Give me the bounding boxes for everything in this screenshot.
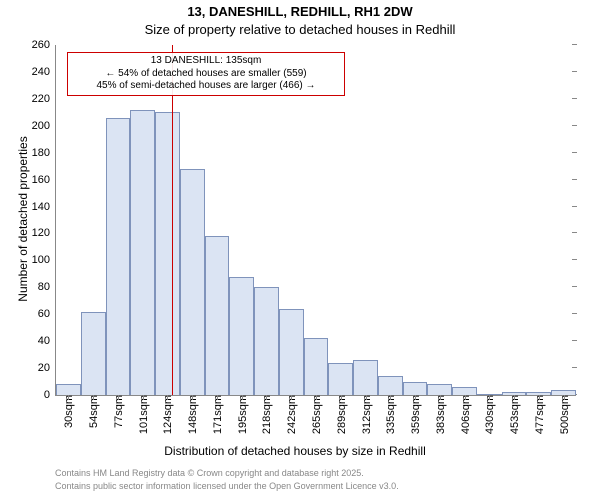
x-tick-label: 359sqm	[408, 395, 422, 434]
histogram-bar	[403, 382, 428, 395]
y-tick-label: 100	[32, 254, 56, 266]
histogram-bar	[353, 360, 378, 395]
y-tick-mark	[572, 313, 577, 314]
x-tick-mark	[118, 395, 119, 400]
x-tick-label: 335sqm	[383, 395, 397, 434]
y-tick-mark	[572, 179, 577, 180]
x-tick-mark	[465, 395, 466, 400]
y-tick-label: 40	[38, 335, 56, 347]
y-tick-label: 220	[32, 93, 56, 105]
histogram-bar	[328, 363, 353, 395]
x-tick-label: 383sqm	[433, 395, 447, 434]
x-tick-label: 242sqm	[284, 395, 298, 434]
histogram-bar	[130, 110, 155, 395]
histogram-bar	[81, 312, 106, 395]
y-tick-mark	[572, 44, 577, 45]
x-tick-mark	[217, 395, 218, 400]
histogram-bar	[180, 169, 205, 395]
x-tick-label: 453sqm	[507, 395, 521, 434]
y-tick-label: 200	[32, 120, 56, 132]
x-tick-mark	[192, 395, 193, 400]
histogram-bar	[279, 309, 304, 395]
x-tick-mark	[440, 395, 441, 400]
footer-line-1: Contains HM Land Registry data © Crown c…	[55, 468, 364, 478]
chart-title-2: Size of property relative to detached ho…	[0, 22, 600, 37]
y-tick-label: 20	[38, 362, 56, 374]
footer-line-2: Contains public sector information licen…	[55, 481, 399, 491]
y-tick-label: 120	[32, 227, 56, 239]
y-axis-label: Number of detached properties	[16, 119, 30, 319]
x-tick-label: 265sqm	[309, 395, 323, 434]
y-tick-mark	[572, 340, 577, 341]
plot-area: 02040608010012014016018020022024026030sq…	[55, 45, 576, 396]
x-tick-label: 406sqm	[458, 395, 472, 434]
histogram-bar	[56, 384, 81, 395]
y-tick-mark	[572, 232, 577, 233]
histogram-bar	[427, 384, 452, 395]
x-tick-mark	[266, 395, 267, 400]
y-tick-label: 180	[32, 147, 56, 159]
y-tick-mark	[572, 206, 577, 207]
histogram-bar	[378, 376, 403, 395]
marker-line	[172, 45, 173, 395]
x-tick-mark	[341, 395, 342, 400]
x-tick-mark	[390, 395, 391, 400]
x-tick-label: 171sqm	[210, 395, 224, 434]
annotation-line: 45% of semi-detached houses are larger (…	[72, 80, 340, 93]
x-tick-label: 312sqm	[359, 395, 373, 434]
x-tick-label: 218sqm	[259, 395, 273, 434]
annotation-line: ← 54% of detached houses are smaller (55…	[72, 68, 340, 81]
annotation-line: 13 DANESHILL: 135sqm	[72, 55, 340, 68]
y-tick-label: 240	[32, 66, 56, 78]
y-tick-label: 80	[38, 281, 56, 293]
x-tick-mark	[143, 395, 144, 400]
x-tick-mark	[539, 395, 540, 400]
x-tick-mark	[291, 395, 292, 400]
y-tick-mark	[572, 286, 577, 287]
x-tick-label: 430sqm	[482, 395, 496, 434]
histogram-bar	[229, 277, 254, 395]
x-axis-label: Distribution of detached houses by size …	[25, 444, 565, 458]
histogram-bar	[304, 338, 329, 395]
y-tick-mark	[572, 98, 577, 99]
x-tick-mark	[415, 395, 416, 400]
x-tick-mark	[316, 395, 317, 400]
x-tick-mark	[167, 395, 168, 400]
x-tick-mark	[93, 395, 94, 400]
y-tick-mark	[572, 152, 577, 153]
histogram-bar	[155, 112, 180, 395]
y-tick-label: 260	[32, 39, 56, 51]
x-tick-label: 195sqm	[235, 395, 249, 434]
y-tick-mark	[572, 125, 577, 126]
histogram-bar	[106, 118, 131, 395]
x-tick-mark	[68, 395, 69, 400]
x-tick-label: 101sqm	[136, 395, 150, 434]
y-tick-label: 0	[44, 389, 56, 401]
x-tick-label: 289sqm	[334, 395, 348, 434]
x-tick-label: 148sqm	[185, 395, 199, 434]
x-tick-label: 500sqm	[557, 395, 571, 434]
chart-title-1: 13, DANESHILL, REDHILL, RH1 2DW	[0, 4, 600, 19]
annotation-box: 13 DANESHILL: 135sqm← 54% of detached ho…	[67, 52, 345, 96]
chart-container: 13, DANESHILL, REDHILL, RH1 2DW Size of …	[0, 0, 600, 500]
x-tick-mark	[514, 395, 515, 400]
y-tick-mark	[572, 367, 577, 368]
histogram-bar	[205, 236, 230, 395]
histogram-bar	[254, 287, 279, 395]
y-tick-mark	[572, 71, 577, 72]
y-tick-label: 160	[32, 174, 56, 186]
x-tick-mark	[366, 395, 367, 400]
histogram-bar	[452, 387, 477, 395]
y-tick-mark	[572, 259, 577, 260]
x-tick-mark	[242, 395, 243, 400]
x-tick-mark	[489, 395, 490, 400]
x-tick-label: 124sqm	[160, 395, 174, 434]
y-tick-label: 60	[38, 308, 56, 320]
x-tick-label: 477sqm	[532, 395, 546, 434]
x-tick-mark	[564, 395, 565, 400]
y-tick-label: 140	[32, 201, 56, 213]
